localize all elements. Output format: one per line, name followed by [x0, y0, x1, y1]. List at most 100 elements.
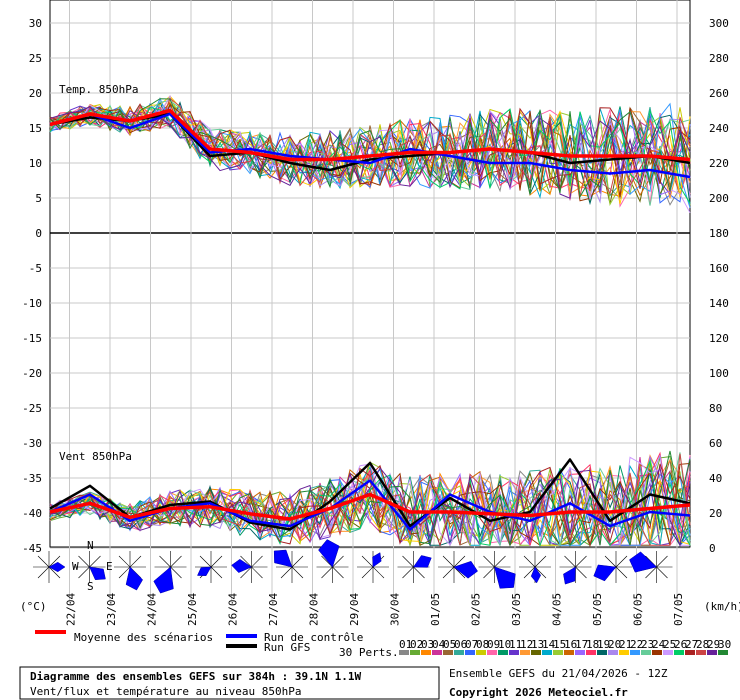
pert-swatch — [575, 650, 585, 655]
y-right-tick-label: 180 — [709, 227, 729, 240]
wind-rose-petal — [125, 566, 143, 591]
y-left-tick-label: -5 — [29, 262, 42, 275]
pert-swatch — [696, 650, 706, 655]
chart-title: Diagramme des ensembles GEFS sur 384h : … — [30, 670, 362, 683]
pert-swatch — [553, 650, 563, 655]
legend-gfs-label: Run GFS — [264, 641, 310, 654]
y-right-tick-label: 160 — [709, 262, 729, 275]
y-right-tick-label: 240 — [709, 122, 729, 135]
pert-swatch — [531, 650, 541, 655]
y-left-tick-label: -30 — [22, 437, 42, 450]
pert-swatch — [520, 650, 530, 655]
wind-roses — [33, 539, 673, 594]
x-tick-label: 22/04 — [65, 593, 78, 626]
x-tick-label: 28/04 — [308, 593, 321, 626]
ensemble-temp-line — [49, 100, 691, 206]
pert-label: 25 — [663, 638, 676, 651]
y-left-tick-label: 10 — [29, 157, 42, 170]
compass-n: N — [87, 539, 94, 552]
y-right-tick-label: 120 — [709, 332, 729, 345]
pert-label: 29 — [707, 638, 720, 651]
ensemble-wind-line — [49, 471, 691, 547]
pert-label: 16 — [564, 638, 577, 651]
y-right-tick-label: 200 — [709, 192, 729, 205]
run-info: Ensemble GEFS du 21/04/2026 - 12Z — [449, 667, 668, 680]
copyright: Copyright 2026 Meteociel.fr — [449, 686, 628, 699]
pert-label: 11 — [509, 638, 522, 651]
y-right-tick-label: 20 — [709, 507, 722, 520]
x-tick-label: 07/05 — [672, 593, 685, 626]
compass-e: E — [106, 560, 113, 573]
x-tick-label: 02/05 — [470, 593, 483, 626]
ensemble-wind-line — [49, 453, 691, 546]
y-right-tick-label: 100 — [709, 367, 729, 380]
pert-swatch — [421, 650, 431, 655]
y-left-tick-label: 25 — [29, 52, 42, 65]
pert-label: 13 — [531, 638, 544, 651]
y-left-tick-label: -15 — [22, 332, 42, 345]
pert-swatch — [619, 650, 629, 655]
x-tick-label: 24/04 — [146, 593, 159, 626]
pert-label: 21 — [619, 638, 632, 651]
y-right-tick-label: 140 — [709, 297, 729, 310]
legend-mean-label: Moyenne des scénarios — [74, 631, 213, 644]
y-left-tick-label: 15 — [29, 122, 42, 135]
ensemble-wind-line — [49, 450, 691, 547]
legend-perts-label: 30 Perts. — [339, 646, 399, 659]
pert-swatch — [641, 650, 651, 655]
y-right-tick-label: 280 — [709, 52, 729, 65]
y-left-tick-label: -35 — [22, 472, 42, 485]
y-left-tick-label: -20 — [22, 367, 42, 380]
y-left-tick-label: -10 — [22, 297, 42, 310]
pert-swatch — [410, 650, 420, 655]
x-tick-label: 26/04 — [227, 593, 240, 626]
wind-rose-petal — [231, 558, 253, 573]
temp-control-line — [49, 112, 691, 179]
y-left-tick-label: -40 — [22, 507, 42, 520]
wind-rose-petal — [563, 566, 576, 585]
y-left-tick-label: 0 — [35, 227, 42, 240]
pert-swatch — [465, 650, 475, 655]
ensemble-temp-line — [49, 104, 691, 204]
wind-rose-petal — [153, 566, 174, 594]
pert-swatch — [454, 650, 464, 655]
y-left-tick-label: -25 — [22, 402, 42, 415]
wind-rose-petal — [318, 539, 340, 568]
pert-swatch — [542, 650, 552, 655]
right-unit-label: (km/h) — [704, 600, 740, 613]
pert-swatch — [564, 650, 574, 655]
pert-label: 24 — [652, 638, 666, 651]
pert-label: 17 — [575, 638, 588, 651]
compass-s: S — [87, 580, 94, 593]
wind-rose-petal — [89, 566, 106, 581]
x-tick-label: 29/04 — [348, 593, 361, 626]
pert-label: 04 — [432, 638, 446, 651]
y-left-tick-label: 30 — [29, 17, 42, 30]
x-tick-label: 30/04 — [389, 593, 402, 626]
pert-label: 26 — [674, 638, 687, 651]
wind-rose-petal — [453, 560, 478, 579]
wind-rose-petal — [413, 555, 432, 568]
pert-swatch — [498, 650, 508, 655]
y-left-tick-label: 5 — [35, 192, 42, 205]
pert-label: 10 — [498, 638, 511, 651]
pert-label: 23 — [641, 638, 654, 651]
pert-swatch — [432, 650, 442, 655]
left-unit-label: (°C) — [20, 600, 47, 613]
pert-swatch — [476, 650, 486, 655]
pert-swatch — [685, 650, 695, 655]
y-right-tick-label: 0 — [709, 542, 716, 555]
x-axis-ticks: 22/04 23/04 24/04 25/04 26/04 27/04 28/04 29/04… — [65, 593, 686, 626]
pert-label: 09 — [487, 638, 500, 651]
x-tick-label: 27/04 — [267, 593, 280, 626]
y-right-tick-label: 300 — [709, 17, 729, 30]
main-series — [49, 108, 691, 531]
y-right-tick-label: 220 — [709, 157, 729, 170]
pert-swatch — [443, 650, 453, 655]
pert-label: 15 — [553, 638, 566, 651]
y-axis-ticks: 30 25 20 15 10 5 0 -5 -10 -15 -20 -25 -30 -35 -40 -45 30… — [22, 17, 729, 555]
pert-swatch — [487, 650, 497, 655]
x-tick-label: 05/05 — [591, 593, 604, 626]
pert-label: 07 — [465, 638, 478, 651]
